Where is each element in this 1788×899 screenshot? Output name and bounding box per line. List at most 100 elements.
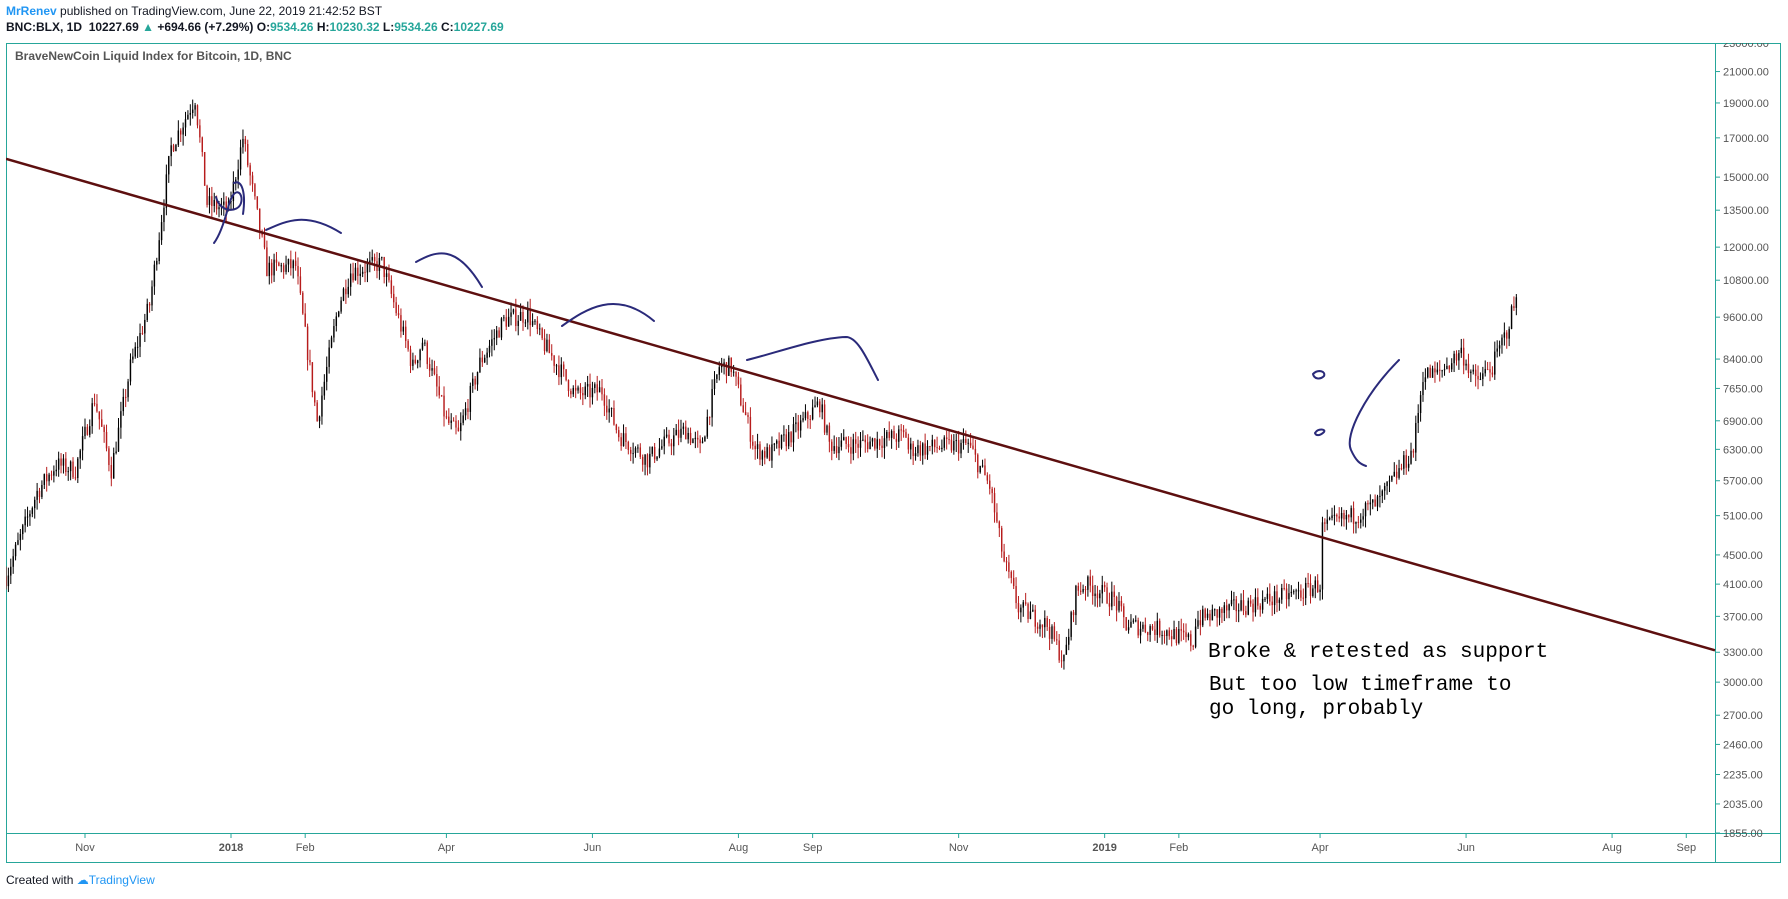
chart-frame[interactable]: BraveNewCoin Liquid Index for Bitcoin, 1… xyxy=(5,38,1781,863)
candle-body xyxy=(756,444,759,450)
candle-body xyxy=(203,152,206,186)
symbol-label[interactable]: BNC:BLX, 1D xyxy=(6,20,83,34)
price-chart[interactable]: BraveNewCoin Liquid Index for Bitcoin, 1… xyxy=(5,38,1781,863)
candle-body xyxy=(24,516,26,526)
candle-body xyxy=(1269,593,1271,602)
candle-body xyxy=(1316,580,1319,592)
author-link[interactable]: MrRenev xyxy=(6,4,57,18)
candle-body xyxy=(1125,617,1127,631)
candle-body xyxy=(1281,587,1283,600)
candle-body xyxy=(1118,600,1120,611)
candle-body xyxy=(409,349,412,366)
candle-body xyxy=(1130,621,1132,628)
candle-body xyxy=(151,286,153,306)
candle-body xyxy=(1027,603,1029,619)
candle-body xyxy=(596,384,598,393)
candle-body xyxy=(579,387,582,393)
candle-body xyxy=(258,208,261,232)
candle-body xyxy=(1407,463,1410,468)
candle-body xyxy=(917,445,919,454)
candle-body xyxy=(665,434,668,437)
candle-body xyxy=(5,576,7,587)
candle-body xyxy=(1295,590,1297,592)
candle-body xyxy=(754,445,756,450)
candle-body xyxy=(1202,609,1204,626)
candle-body xyxy=(1101,585,1103,594)
candle-body xyxy=(1103,585,1106,588)
candle-body xyxy=(77,458,79,478)
candle-body xyxy=(1297,590,1300,592)
descending-trendline[interactable] xyxy=(5,157,1716,652)
candle-body xyxy=(455,420,457,428)
candle-body xyxy=(1099,593,1101,599)
candle-body xyxy=(1448,365,1451,370)
candle-body xyxy=(634,448,637,454)
candle-body xyxy=(993,493,996,513)
scribble-stroke xyxy=(1314,428,1326,437)
candle-body xyxy=(1137,620,1139,636)
candle-body xyxy=(1259,605,1261,610)
candle-body xyxy=(663,436,665,447)
x-tick-label: Sep xyxy=(803,842,823,854)
candle-body xyxy=(108,448,110,466)
candle-body xyxy=(1063,654,1065,662)
candle-body xyxy=(503,317,505,319)
candle-body xyxy=(1003,551,1005,562)
high-value: 10230.32 xyxy=(329,20,380,34)
candle-body xyxy=(850,447,852,454)
y-tick-label: 5100.00 xyxy=(1723,511,1763,523)
candle-body xyxy=(570,391,572,395)
candle-body xyxy=(1273,591,1276,606)
candle-body xyxy=(584,386,586,396)
candle-body xyxy=(196,105,199,126)
candle-body xyxy=(314,392,316,403)
candle-body xyxy=(1106,587,1108,604)
candle-body xyxy=(1182,630,1185,633)
candle-body xyxy=(280,265,282,267)
candle-body xyxy=(1395,471,1398,478)
candle-body xyxy=(48,474,50,482)
candle-body xyxy=(93,403,96,405)
candle-body xyxy=(1158,620,1161,636)
y-tick-label: 10800.00 xyxy=(1723,275,1769,287)
candle-body xyxy=(1352,508,1355,524)
candle-body xyxy=(1008,562,1010,572)
candle-body xyxy=(1161,634,1163,636)
candle-body xyxy=(694,437,697,440)
tradingview-brand-link[interactable]: TradingView xyxy=(88,873,155,887)
candle-body xyxy=(601,387,603,395)
candle-body xyxy=(1173,628,1175,640)
candle-body xyxy=(907,437,910,450)
candle-body xyxy=(448,416,450,423)
candle-body xyxy=(534,320,536,322)
candle-body xyxy=(984,465,986,476)
candle-body xyxy=(1044,618,1046,628)
candle-body xyxy=(1187,634,1190,638)
candle-body xyxy=(795,422,797,425)
candle-body xyxy=(1041,624,1044,628)
x-tick-label: Aug xyxy=(729,842,749,854)
candle-body xyxy=(146,303,148,320)
candle-body xyxy=(747,415,749,417)
candle-body xyxy=(431,368,433,371)
candle-body xyxy=(124,396,127,398)
candle-body xyxy=(1178,629,1180,644)
candle-body xyxy=(1415,423,1417,453)
candle-body xyxy=(55,469,57,472)
candle-body xyxy=(809,418,811,420)
candle-body xyxy=(50,474,53,476)
candle-body xyxy=(1498,345,1501,349)
candle-body xyxy=(244,138,247,144)
candle-body xyxy=(1053,626,1056,640)
candle-body xyxy=(1036,626,1039,629)
y-tick-label: 2035.00 xyxy=(1723,799,1763,811)
candle-body xyxy=(653,446,656,460)
time-axis[interactable]: Nov 2018 Feb Apr Jun Aug Sep Nov 2019 Feb Apr Jun Au… xyxy=(75,833,1696,854)
price-axis[interactable]: 23000.00 21000.00 19000.00 17000.00 15000.00… xyxy=(1715,38,1769,840)
candle-body xyxy=(81,436,84,451)
candle-body xyxy=(620,437,622,447)
candle-body xyxy=(115,451,117,454)
candle-body xyxy=(539,328,541,330)
candle-body xyxy=(1001,528,1003,552)
hand-drawn-annotations xyxy=(213,181,1400,467)
